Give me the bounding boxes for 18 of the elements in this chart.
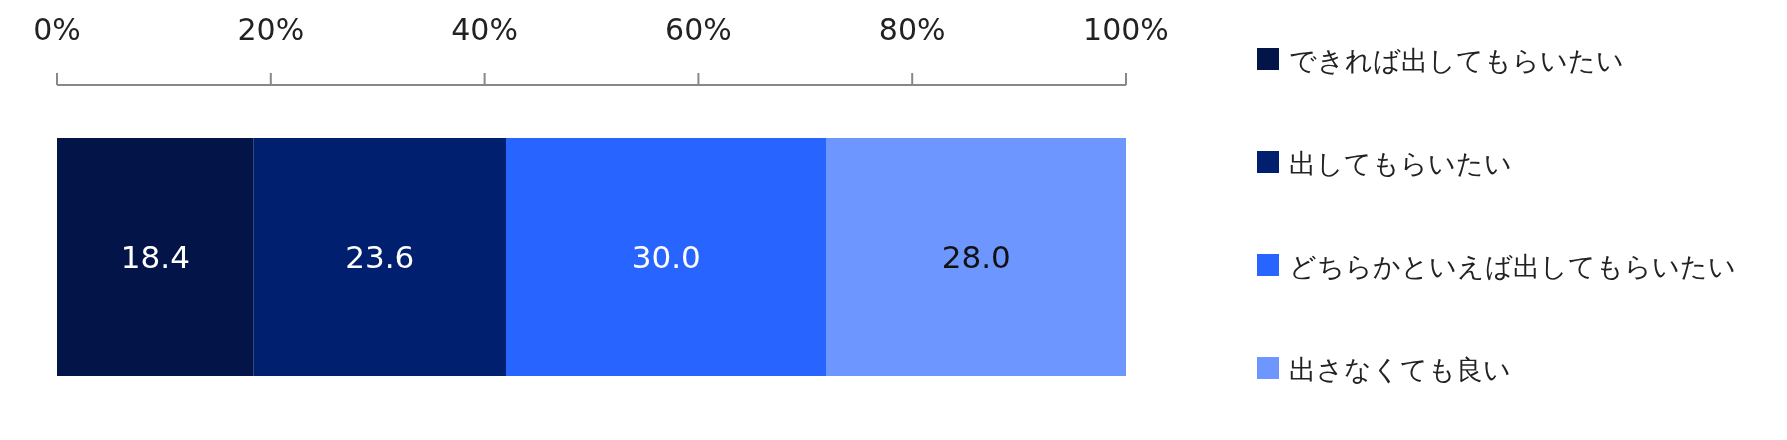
bar — [505, 138, 827, 376]
data-label: 23.6 — [345, 239, 415, 275]
x-tick-label: 60% — [665, 12, 732, 47]
bar — [253, 138, 506, 376]
bar — [57, 138, 254, 376]
x-tick-label: 0% — [33, 12, 81, 47]
x-tick-label: 20% — [237, 12, 305, 47]
x-tick-label: 40% — [451, 12, 518, 47]
data-label: 30.0 — [631, 239, 701, 275]
x-tick-label: 80% — [878, 12, 946, 47]
data-label: 28.0 — [941, 239, 1011, 275]
legend-label: 出してもらいたい — [1289, 148, 1512, 179]
data-label: 18.4 — [120, 239, 190, 275]
legend-label: 出さなくても良い — [1289, 354, 1511, 385]
legend-label: どちらかといえば出してもらいたい — [1289, 251, 1736, 282]
bar — [826, 138, 1126, 376]
x-tick-label: 100% — [1083, 12, 1169, 47]
legend-label: できれば出してもらいたい — [1289, 45, 1624, 76]
